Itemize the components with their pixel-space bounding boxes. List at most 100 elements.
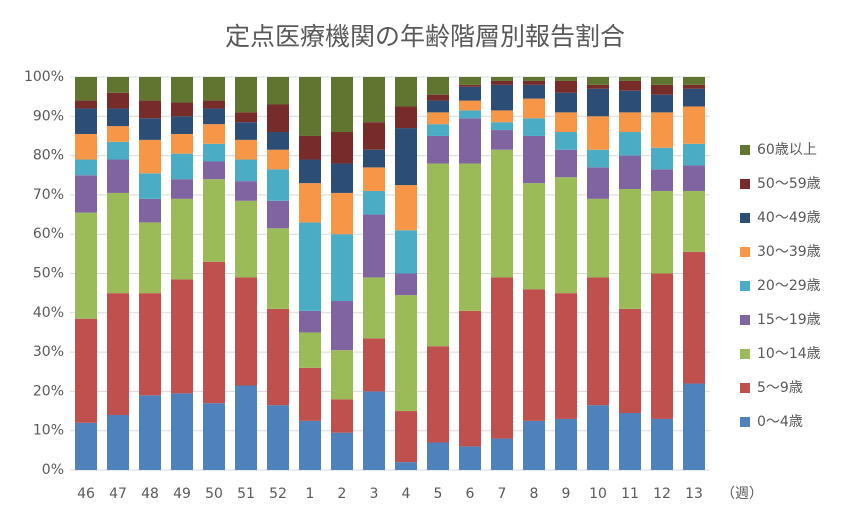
legend-swatch [740, 145, 750, 155]
bar-segment [107, 141, 129, 160]
bar-segment [555, 418, 577, 470]
y-tick-label: 40% [33, 305, 64, 321]
bar-segment [555, 77, 577, 81]
x-tick-label: 8 [530, 486, 539, 502]
legend-label: 20〜29歳 [757, 278, 821, 294]
bar-segment [523, 77, 545, 81]
bar-segment [107, 126, 129, 142]
bar-segment [139, 139, 161, 174]
bar-segment [235, 122, 257, 140]
bar-segment [395, 273, 417, 296]
bar-segment [651, 147, 673, 170]
bar-segment [395, 411, 417, 463]
bar-segment [651, 112, 673, 148]
bar-segment [395, 230, 417, 274]
bar-segment [395, 295, 417, 412]
bar-segment [171, 116, 193, 134]
x-tick-label: 51 [237, 486, 255, 502]
bar-segment [299, 77, 321, 136]
y-tick-label: 100% [24, 69, 64, 85]
bar-segment [107, 293, 129, 415]
bar-segment [363, 391, 385, 470]
bar-segment [299, 310, 321, 333]
bar-segment [427, 346, 449, 443]
bar-segment [299, 222, 321, 311]
bar-segment [651, 418, 673, 470]
bar-segment [619, 413, 641, 470]
bar-segment [459, 86, 481, 101]
bar-segment [459, 446, 481, 470]
bar-segment [203, 143, 225, 162]
bar-segment [331, 192, 353, 235]
bar-segment [683, 251, 705, 384]
bar-segment [235, 139, 257, 160]
bar-segment [107, 414, 129, 470]
bar-segment [555, 112, 577, 133]
bar-segment [555, 293, 577, 419]
legend-swatch [740, 179, 750, 189]
bar-segment [107, 192, 129, 294]
y-tick-label: 20% [33, 383, 64, 399]
bar-segment [395, 128, 417, 186]
bar-segment [299, 420, 321, 470]
bar-segment [683, 143, 705, 166]
x-tick-label: 10 [589, 486, 607, 502]
bar-segment [587, 88, 609, 117]
legend-label: 10〜14歳 [757, 346, 821, 362]
bar-segment [235, 277, 257, 386]
bar-segment [459, 100, 481, 111]
bar-segment [523, 80, 545, 85]
bar-segment [555, 132, 577, 150]
bar-segment [555, 80, 577, 93]
y-tick-label: 80% [33, 148, 64, 164]
bar-segment [107, 77, 129, 93]
bar-segment [299, 183, 321, 223]
y-tick-label: 50% [33, 266, 64, 282]
bar-segment [171, 102, 193, 117]
bar-segment [491, 130, 513, 150]
y-tick-label: 60% [33, 226, 64, 242]
bar-segment [683, 165, 705, 191]
x-tick-label: 1 [306, 486, 315, 502]
x-tick-label: 12 [653, 486, 671, 502]
x-tick-label: 47 [109, 486, 127, 502]
bar-segment [235, 77, 257, 113]
legend-label: 0〜4歳 [757, 414, 803, 430]
bar-segment [235, 200, 257, 278]
bar-segment [139, 395, 161, 470]
bar-segment [139, 173, 161, 199]
bar-segment [299, 332, 321, 368]
bar-segment [491, 438, 513, 470]
x-tick-label: 6 [466, 486, 475, 502]
bar-segment [619, 132, 641, 156]
bar-segment [587, 198, 609, 278]
x-tick-label: 2 [338, 486, 347, 502]
bar-segment [75, 175, 97, 213]
bar-segment [267, 228, 289, 309]
bar-segment [651, 84, 673, 95]
bar-segment [587, 405, 609, 470]
bar-segment [75, 318, 97, 423]
bar-segment [683, 77, 705, 85]
bar-segment [267, 104, 289, 133]
x-tick-label: 50 [205, 486, 223, 502]
bar-segment [491, 110, 513, 123]
bar-segment [235, 159, 257, 182]
bar-segment [427, 163, 449, 347]
bar-segment [523, 84, 545, 99]
bar-segment [267, 200, 289, 229]
bar-segment [331, 77, 353, 133]
bar-segment [395, 77, 417, 107]
bar-segment [331, 301, 353, 351]
bar-segment [651, 190, 673, 274]
bar-segment [491, 122, 513, 131]
bar-segment [651, 273, 673, 419]
bar-segment [555, 177, 577, 294]
bar-segment [235, 112, 257, 123]
y-tick-label: 90% [33, 108, 64, 124]
bar-segment [267, 308, 289, 406]
bar-segment [587, 277, 609, 406]
bar-segment [555, 149, 577, 178]
bar-segment [619, 90, 641, 113]
